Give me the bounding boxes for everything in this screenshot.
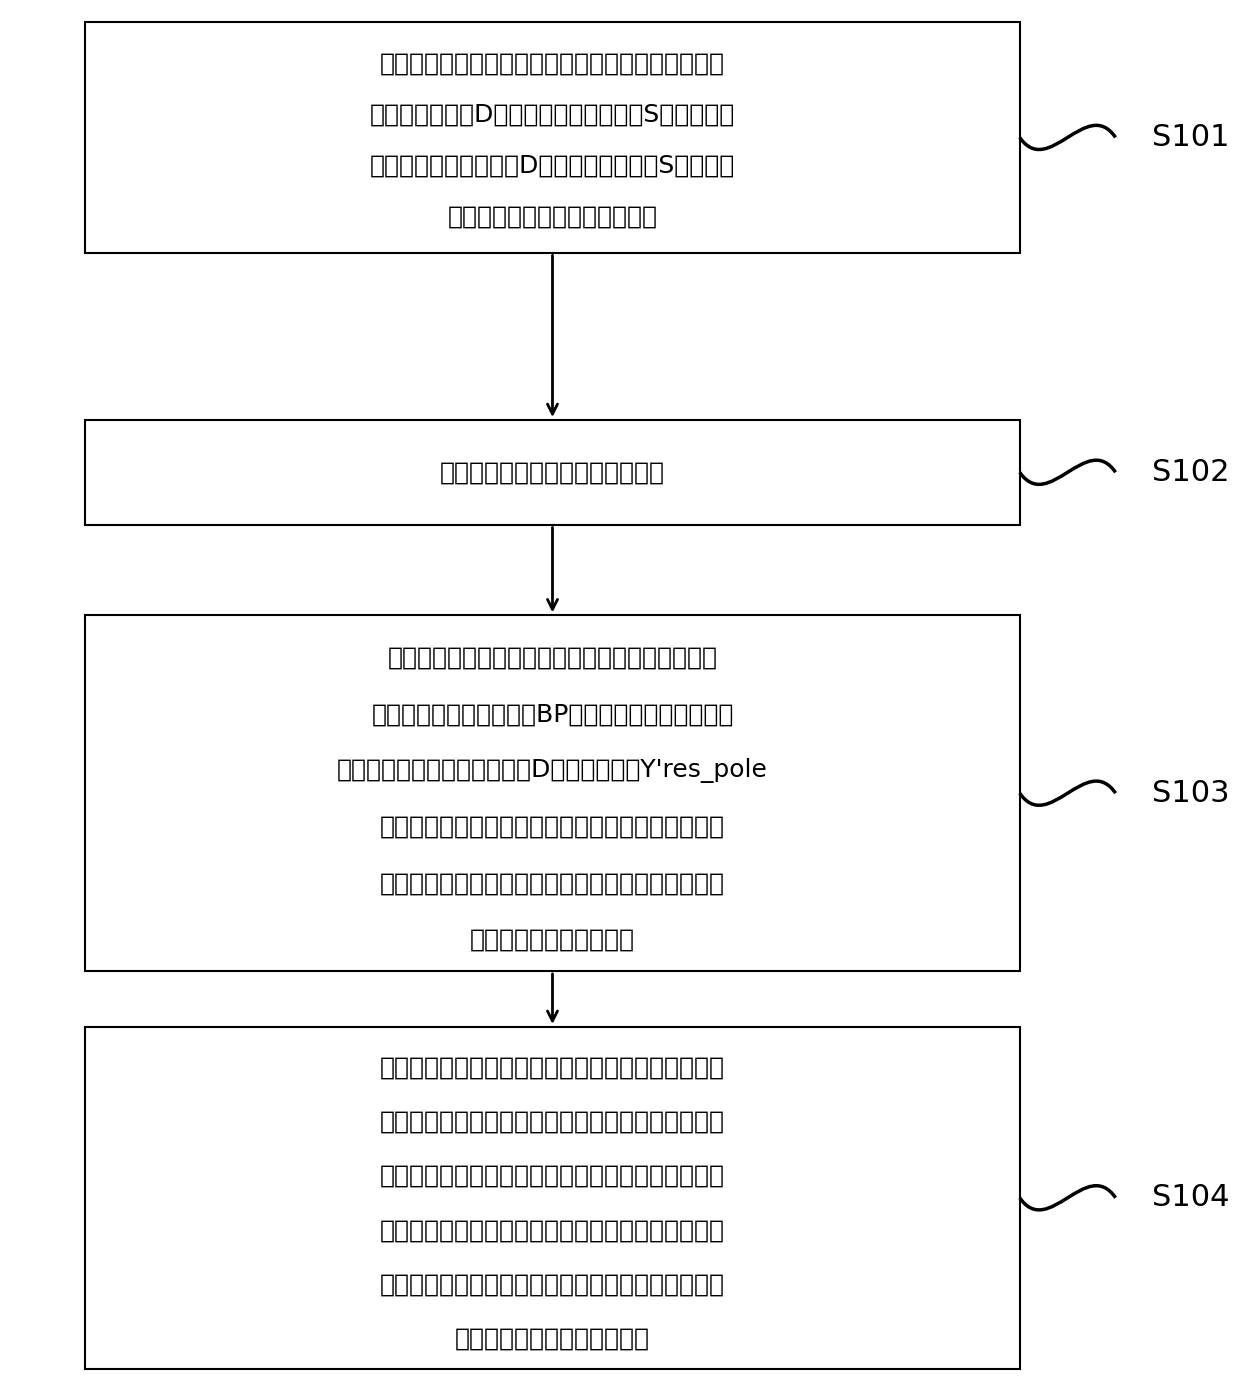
Text: 对样本数据集中的数据进行预处理: 对样本数据集中的数据进行预处理	[440, 460, 665, 484]
Text: 体滤波器的机电特性模型: 体滤波器的机电特性模型	[470, 928, 635, 952]
Text: 了微波腔体滤波器的调试过程: 了微波腔体滤波器的调试过程	[455, 1327, 650, 1350]
FancyBboxPatch shape	[86, 419, 1019, 524]
Text: 合螺钉的调节量，使得价值函数的值不断减小，直到: 合螺钉的调节量，使得价值函数的值不断减小，直到	[379, 1218, 725, 1243]
FancyBboxPatch shape	[86, 22, 1019, 253]
Text: S101: S101	[1152, 123, 1229, 152]
Text: 入腔体中的长度D，获取对应的耗散参数S，一组耦合: 入腔体中的长度D，获取对应的耗散参数S，一组耦合	[370, 102, 735, 126]
FancyBboxPatch shape	[86, 1028, 1019, 1369]
Text: 以训练样本集对各子模型进行训练，进而得到微波腔: 以训练样本集对各子模型进行训练，进而得到微波腔	[379, 871, 725, 896]
Text: 微波腔体滤波器的输出满足预设的性能指标，即完成: 微波腔体滤波器的输出满足预设的性能指标，即完成	[379, 1272, 725, 1296]
Text: 样本，多个样本构成样本数据集: 样本，多个样本构成样本数据集	[448, 204, 657, 229]
Text: 基于机电特性模型和粒子群优化算法，对待调节的微: 基于机电特性模型和粒子群优化算法，对待调节的微	[379, 1055, 725, 1079]
Text: S102: S102	[1152, 457, 1229, 487]
Text: 螺钉伸入腔体中的长度D与对应的耗散参数S构成一个: 螺钉伸入腔体中的长度D与对应的耗散参数S构成一个	[370, 154, 735, 178]
Text: 随机改变微波腔体滤波器电磁仿真模型中耦合螺钉伸: 随机改变微波腔体滤波器电磁仿真模型中耦合螺钉伸	[379, 52, 725, 75]
Text: 器性能的价值函数，通过粒子群优化算法，确定各耦: 器性能的价值函数，通过粒子群优化算法，确定各耦	[379, 1165, 725, 1188]
Text: 波腔体滤波器进行调试；根据用于评估微波腔体滤波: 波腔体滤波器进行调试；根据用于评估微波腔体滤波	[379, 1110, 725, 1134]
Text: S103: S103	[1152, 779, 1229, 808]
FancyBboxPatch shape	[86, 615, 1019, 972]
Text: S104: S104	[1152, 1183, 1229, 1212]
Text: 构成一个训练样本，多个训练样本构成训练样本集；: 构成一个训练样本，多个训练样本构成训练样本集；	[379, 815, 725, 839]
Text: 基于分块建模法，构建微波腔体滤波器机电特性模: 基于分块建模法，构建微波腔体滤波器机电特性模	[387, 646, 718, 670]
Text: 型，该模型包含多个基于BP神经网络建立的子模型；: 型，该模型包含多个基于BP神经网络建立的子模型；	[371, 702, 734, 726]
Text: 以耦合螺钉伸入腔体中的长度D与对应的参数Y'res_pole: 以耦合螺钉伸入腔体中的长度D与对应的参数Y'res_pole	[337, 758, 768, 783]
